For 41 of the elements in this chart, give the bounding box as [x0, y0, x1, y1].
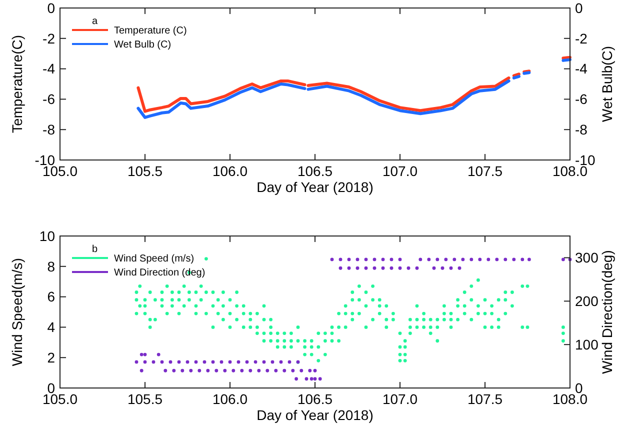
x-tick-label: 105.5 — [127, 391, 163, 407]
y2-tick-label: -6 — [575, 91, 588, 108]
y-tick-label: 4 — [47, 319, 56, 336]
x-tick-label: 107.0 — [382, 391, 418, 407]
y2-tick-label: 0 — [575, 380, 583, 396]
annotation: b — [92, 244, 98, 255]
y2-tick-label: 0 — [575, 0, 583, 16]
legend-label: Wind Speed (m/s) — [114, 254, 194, 264]
x-tick-label: 105.5 — [127, 163, 163, 179]
y-axis-title: Wind Speed(m/s) — [9, 258, 25, 366]
legend-label: Wet Bulb (C) — [114, 40, 172, 50]
y2-tick-label: -4 — [575, 60, 588, 77]
y-tick-label: -4 — [42, 60, 56, 77]
y-tick-label: 0 — [47, 0, 56, 16]
x-tick-label: 107.5 — [467, 391, 503, 407]
y2-tick-label: 300 — [575, 250, 599, 266]
x-axis-title: Day of Year (2018) — [256, 179, 374, 195]
y2-axis-title: Wet Bulb(C) — [599, 46, 615, 122]
legend-label: Temperature (C) — [114, 26, 187, 36]
y2-tick-label: -8 — [575, 122, 588, 138]
annotation: a — [92, 16, 98, 27]
y2-tick-label: 200 — [575, 293, 599, 310]
x-tick-label: 106.5 — [297, 163, 333, 179]
y-tick-label: -8 — [42, 122, 56, 138]
x-tick-label: 107.0 — [382, 163, 418, 179]
x-tick-label: 106.5 — [297, 391, 333, 407]
x-tick-label: 106.0 — [212, 391, 248, 407]
y2-tick-label: 100 — [575, 336, 599, 352]
y-axis-title: Temperature(C) — [9, 34, 25, 134]
y-tick-label: 6 — [47, 288, 56, 305]
y-tick-label: -6 — [42, 91, 56, 108]
x-tick-label: 107.5 — [467, 163, 503, 179]
y-tick-label: 10 — [39, 228, 56, 244]
y2-tick-label: -2 — [575, 30, 588, 46]
legend-label: Wind Direction (deg) — [114, 268, 206, 278]
x-axis-title: Day of Year (2018) — [256, 407, 374, 423]
x-tick-label: 106.0 — [212, 163, 248, 179]
y-tick-label: -2 — [42, 30, 56, 46]
y2-axis-title: Wind Direction(deg) — [599, 250, 615, 374]
y-tick-label: 8 — [47, 258, 56, 274]
y-tick-label: 2 — [47, 350, 56, 366]
